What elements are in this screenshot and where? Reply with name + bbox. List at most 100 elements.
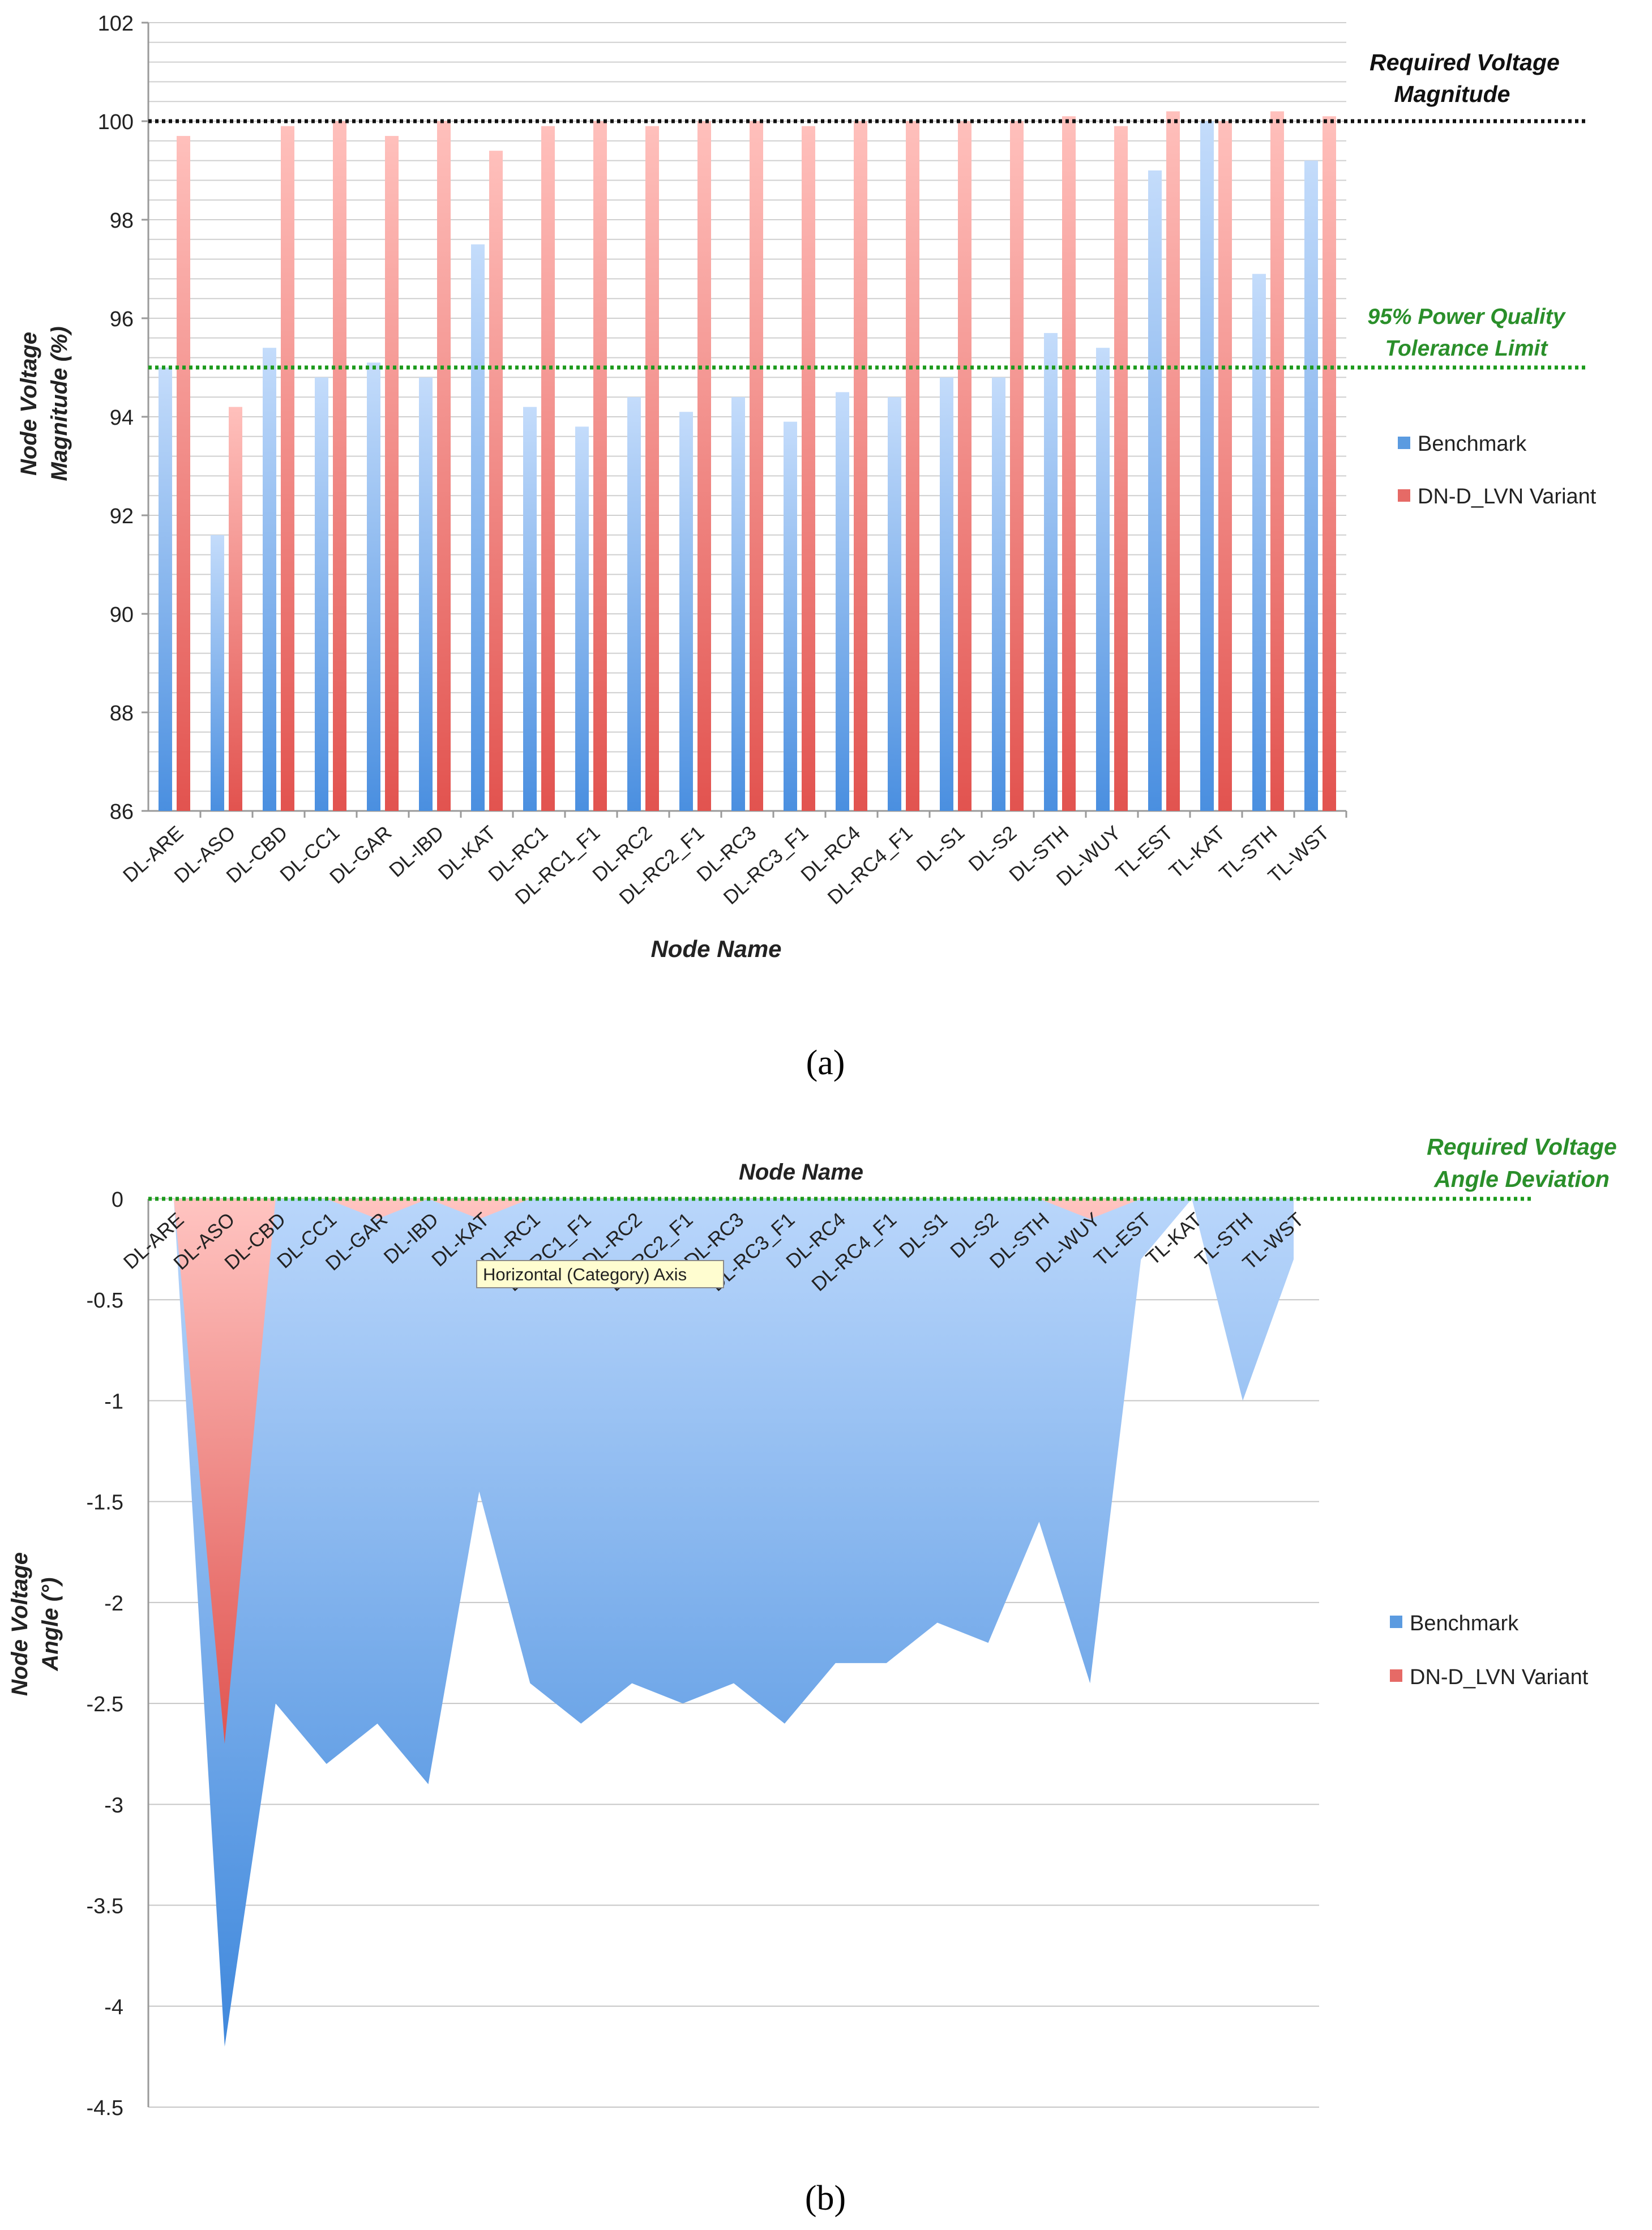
chart-a-xtick-label: TL-EST [1112,822,1178,884]
panel-b-label: (b) [805,2179,846,2218]
legend-b-benchmark-label: Benchmark [1410,1612,1519,1635]
bar-benchmark [888,397,901,811]
bar-variant [489,151,503,811]
chart-b-ytick-label: -4 [104,1996,123,2019]
bar-variant [906,121,919,811]
chart-a-ytick-label: 100 [98,110,134,134]
chart-b-ytick-label: -4.5 [87,2096,123,2120]
bar-benchmark [992,377,1005,811]
tolerance-limit-label-line1: 95% Power Quality [1368,305,1567,329]
chart-b-ylabel-line1: Node Voltage [7,1552,32,1696]
chart-a-ylabel-line1: Node Voltage [16,332,41,476]
category-axis-tooltip: Horizontal (Category) Axis [476,1260,724,1288]
bar-variant [281,126,294,811]
bar-variant [1270,111,1284,811]
bar-benchmark [211,535,224,811]
chart-a-ylabel-line2: Magnitude (%) [47,326,72,481]
chart-b-ylabel-line2: Angle (°) [38,1578,63,1672]
benchmark-area [173,1199,1294,2047]
bar-variant [854,121,867,811]
bar-benchmark [940,377,953,811]
chart-a-ytick-label: 90 [110,603,134,627]
bar-benchmark [784,421,797,811]
legend-a-benchmark-swatch [1398,437,1410,449]
bar-benchmark [471,244,485,811]
bar-variant [750,121,763,811]
bar-variant [177,136,190,811]
bar-benchmark [1148,170,1162,811]
chart-a-ytick-label: 94 [110,406,134,430]
bar-variant [437,121,451,811]
legend-b-benchmark-swatch [1390,1616,1402,1628]
chart-a-ytick-label: 98 [110,209,134,233]
chart-b-xlabel: Node Name [739,1160,863,1185]
chart-a-y-ticks: 86 88 90 92 94 96 98 100 102 [98,12,148,824]
required-angle-label-line1: Required Voltage [1427,1134,1617,1160]
chart-b-ytick-label: -2 [104,1592,123,1616]
bar-variant [229,407,242,811]
chart-b-ytick-label: -3.5 [87,1895,123,1919]
bar-benchmark [679,412,693,811]
chart-b-ytick-label: -2.5 [87,1693,123,1716]
bar-benchmark [731,397,745,811]
chart-a-ytick-label: 102 [98,12,134,36]
bar-variant [541,126,555,811]
chart-a-bars [159,111,1336,811]
bar-benchmark [315,377,328,811]
chart-b-ytick-label: -3 [104,1793,123,1817]
bar-variant [333,121,346,811]
chart-a-x-ticks: DL-AREDL-ASODL-CBDDL-CC1DL-GARDL-IBDDL-K… [119,811,1347,909]
legend-b-variant-swatch [1390,1669,1402,1682]
tooltip-box [476,1260,724,1288]
required-voltage-label-line2: Magnitude [1394,81,1510,107]
panel-a-label: (a) [806,1044,845,1082]
bar-benchmark [1096,348,1110,811]
bar-variant [1114,126,1128,811]
bar-benchmark [575,426,589,811]
bar-variant [802,126,815,811]
bar-benchmark [627,397,641,811]
bar-benchmark [836,392,849,811]
chart-b-legend: Benchmark DN-D_LVN Variant [1390,1612,1589,1689]
bar-variant [645,126,659,811]
bar-benchmark [367,362,380,811]
bar-benchmark [263,348,276,811]
legend-a-benchmark-label: Benchmark [1418,432,1527,456]
bar-benchmark [419,377,433,811]
bar-benchmark [1252,274,1266,811]
chart-a: 86 88 90 92 94 96 98 100 102 DL-AREDL-ASODL-CBDD… [16,12,1597,962]
bar-benchmark [1044,333,1058,811]
chart-b-y-ticks: 0 -0.5 -1 -1.5 -2 -2.5 -3 -3.5 -4 -4.5 [87,1188,123,2120]
bar-variant [958,121,971,811]
bar-benchmark [159,368,172,811]
legend-a-variant-swatch [1398,489,1410,502]
bar-variant [593,121,607,811]
chart-a-ytick-label: 88 [110,702,134,725]
bar-variant [1010,121,1024,811]
chart-a-xtick-label: DL-S1 [913,822,969,875]
chart-a-ytick-label: 86 [110,800,134,824]
bar-variant [1323,116,1336,811]
tooltip-text: Horizontal (Category) Axis [483,1264,687,1284]
chart-b: 0-0.5-1-1.5-2-2.5-3-3.5-4-4.5 DL-AREDL-A… [7,1134,1617,2120]
chart-a-gridlines [148,22,1346,811]
chart-a-xlabel: Node Name [650,935,781,962]
bar-variant [697,121,711,811]
chart-b-ytick-label: -1.5 [87,1491,123,1515]
bar-variant [385,136,399,811]
chart-b-ytick-label: 0 [112,1188,123,1212]
bar-benchmark [1304,160,1318,811]
bar-variant [1166,111,1180,811]
bar-variant [1062,116,1076,811]
chart-a-ytick-label: 92 [110,505,134,528]
tolerance-limit-label-line2: Tolerance Limit [1385,336,1549,361]
legend-b-variant-label: DN-D_LVN Variant [1410,1665,1589,1689]
chart-b-ytick-label: -1 [104,1390,123,1413]
legend-a-variant-label: DN-D_LVN Variant [1418,485,1597,509]
required-angle-label-line2: Angle Deviation [1433,1166,1610,1192]
bar-benchmark [523,407,537,811]
chart-a-legend: Benchmark DN-D_LVN Variant [1398,432,1597,509]
bar-variant [1218,121,1232,811]
chart-a-ytick-label: 96 [110,307,134,331]
